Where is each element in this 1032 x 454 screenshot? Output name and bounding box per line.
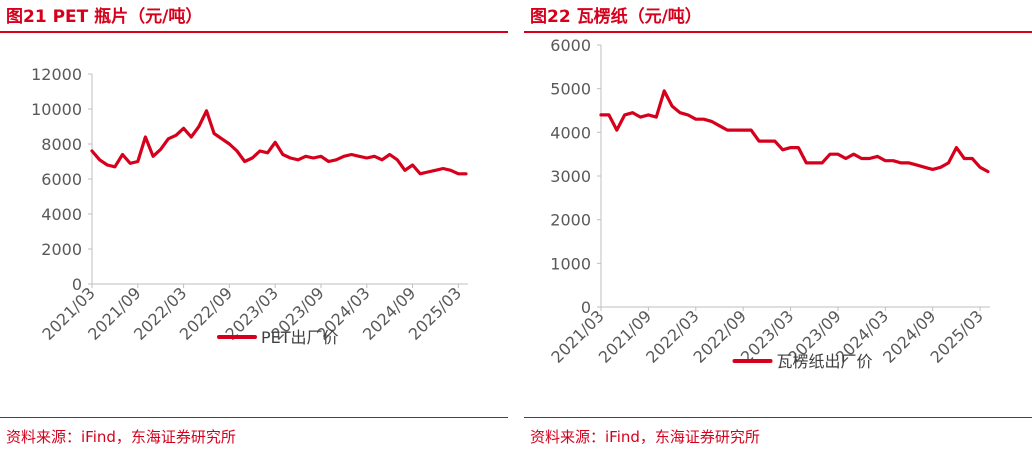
figure-22-panel: 图22 瓦楞纸（元/吨） 0 1000 2000 3000 4000 5000 6000 20…: [524, 0, 1032, 454]
y-tick-label: 4000: [550, 123, 591, 142]
y-tick-label: 4000: [41, 205, 82, 224]
y-tick-label: 1000: [550, 254, 591, 273]
y-tick-label: 2000: [550, 211, 591, 230]
figure-title: 图22 瓦楞纸（元/吨）: [530, 7, 702, 27]
y-tick-label: 2000: [41, 240, 82, 259]
y-tick-label: 10000: [31, 100, 82, 119]
title-rule: [524, 31, 1032, 33]
y-tick-label: 6000: [41, 170, 82, 189]
y-tick-label: 12000: [31, 65, 82, 84]
y-tick-label: 5000: [550, 80, 591, 99]
y-tick-label: 6000: [550, 36, 591, 55]
series-line: [90, 109, 468, 176]
y-tick-label: 8000: [41, 135, 82, 154]
legend-label: 瓦楞纸出厂价: [777, 352, 873, 371]
legend-label: PET出厂价: [261, 328, 339, 347]
pet-price-chart: 0200040006000800010000120002021/032021/0…: [31, 65, 468, 347]
source-note: 资料来源：iFind，东海证券研究所: [530, 428, 760, 446]
y-tick-label: 3000: [550, 167, 591, 186]
corrugated-paper-price-chart: 01000200030004000500060002021/032021/092…: [547, 36, 990, 371]
series-line: [599, 89, 990, 174]
figure-title: 图21 PET 瓶片（元/吨）: [6, 7, 203, 27]
x-tick-label: 2025/03: [926, 306, 986, 366]
source-rule: [0, 417, 508, 418]
y-tick-label: 0: [581, 298, 591, 317]
figure-21-panel: 图21 PET 瓶片（元/吨） 0 2000 4000 6000 8000 10000 12…: [0, 0, 508, 454]
source-rule: [524, 417, 1032, 418]
title-rule: [0, 31, 508, 33]
source-note: 资料来源：iFind，东海证券研究所: [6, 428, 236, 446]
y-tick-label: 0: [72, 275, 82, 294]
